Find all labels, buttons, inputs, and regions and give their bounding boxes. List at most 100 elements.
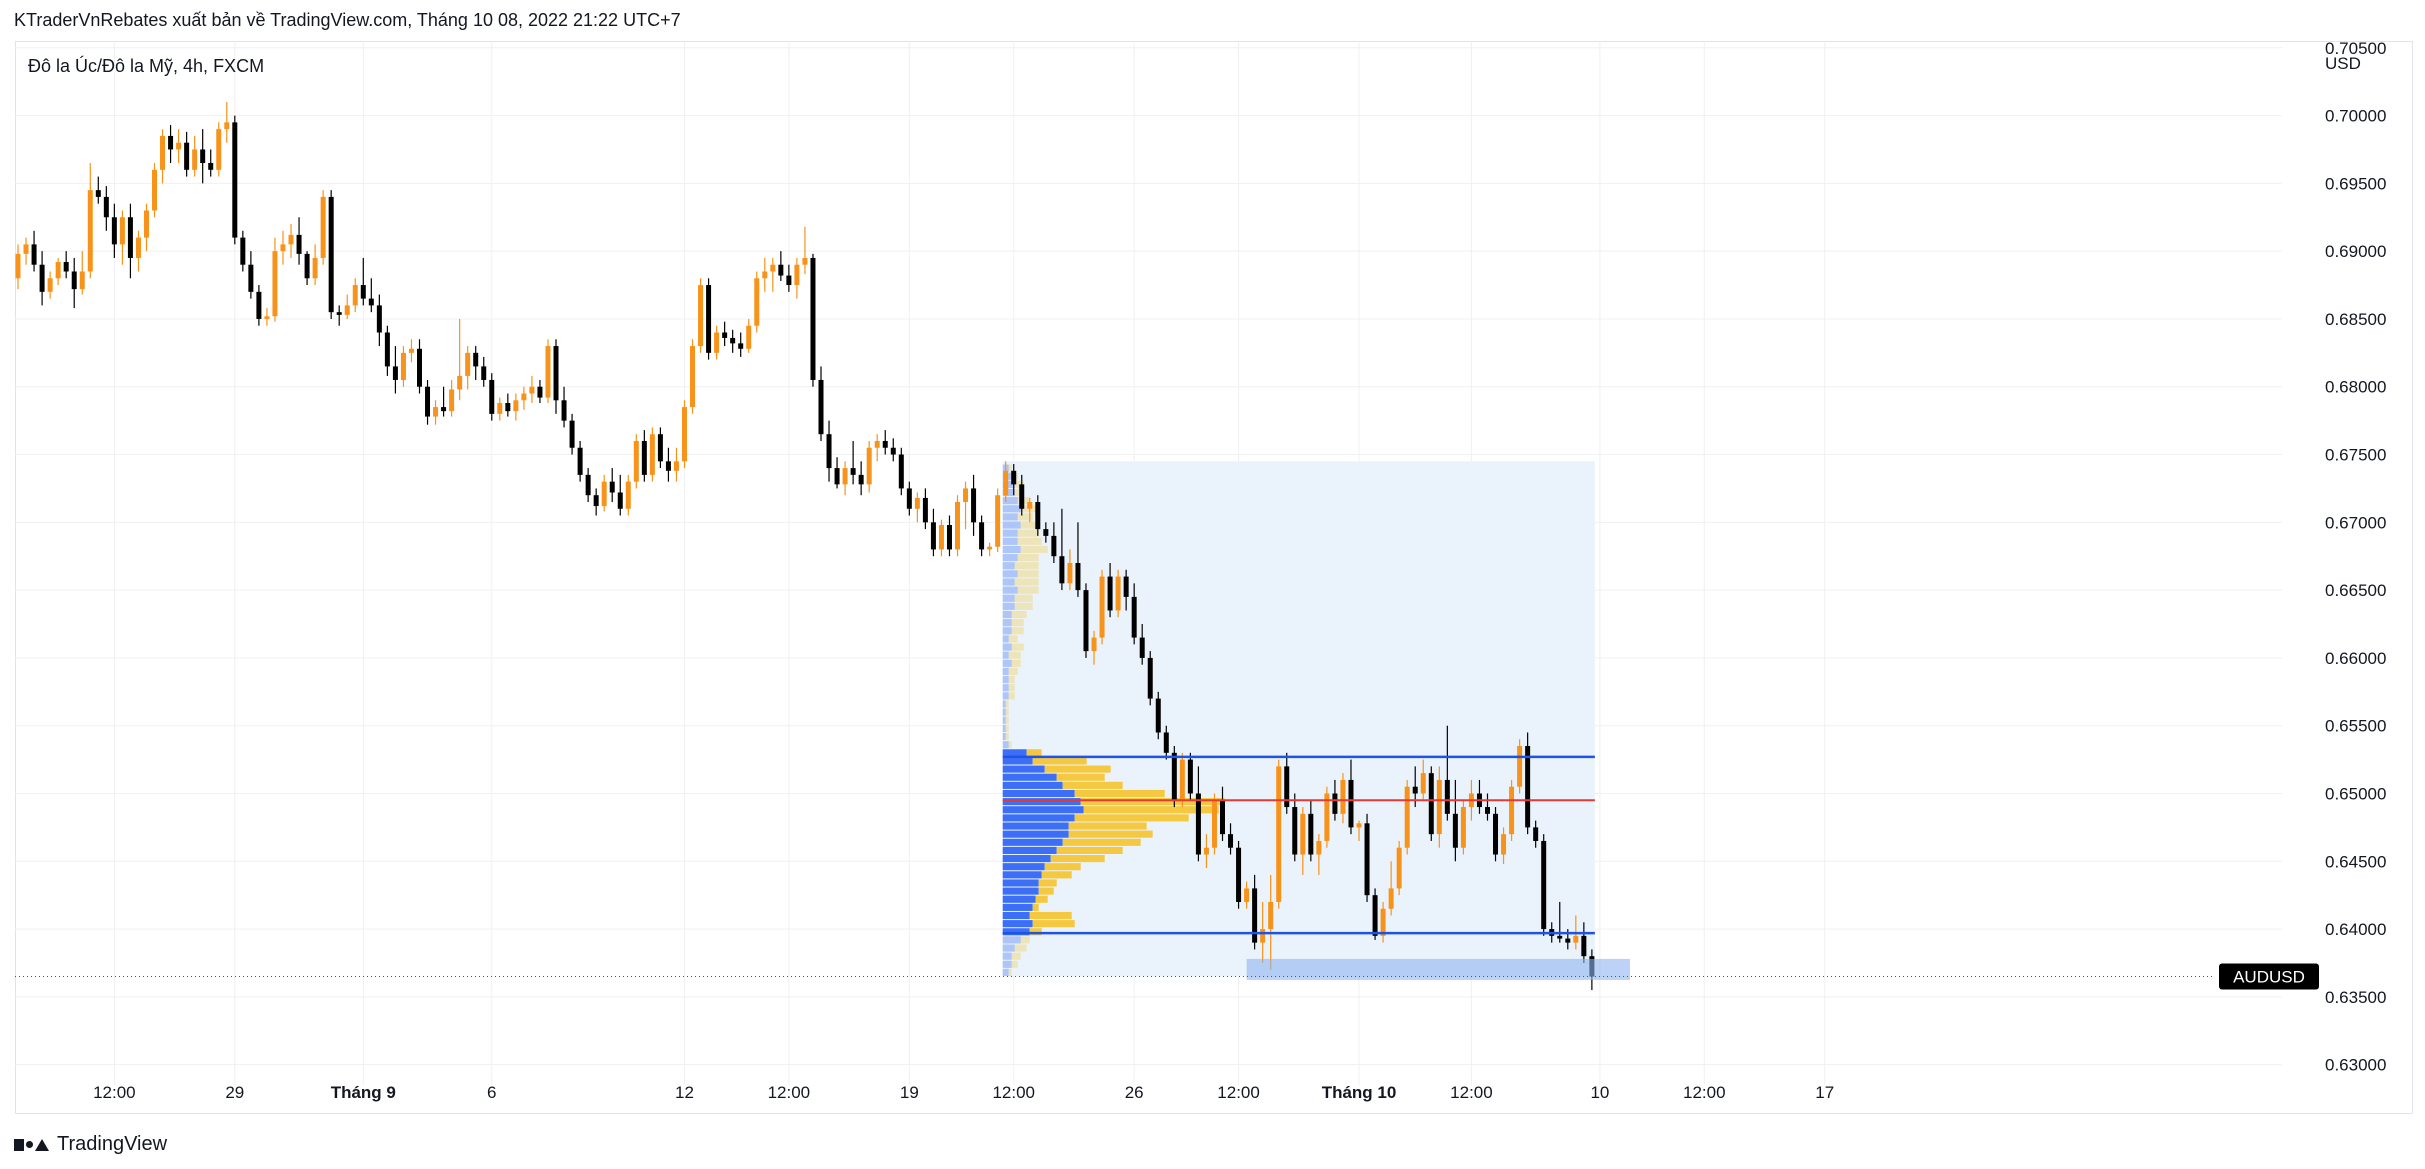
candle-body xyxy=(288,234,294,245)
vp-bar-up xyxy=(1038,879,1057,887)
candle-body xyxy=(304,253,310,279)
vp-bar-down xyxy=(1002,781,1063,789)
candle-body xyxy=(111,217,117,245)
candle-body xyxy=(641,440,647,475)
candle-body xyxy=(786,275,792,286)
candle-body xyxy=(665,461,671,471)
vp-bar-up xyxy=(1056,846,1123,855)
vp-bar-down xyxy=(1002,846,1057,855)
vp-bar-down xyxy=(1002,716,1006,724)
candle-body xyxy=(248,264,254,292)
candle-body xyxy=(730,337,736,344)
price-axis-label: 0.65500 xyxy=(2325,717,2386,736)
vp-bar-up xyxy=(1008,651,1021,659)
candle-body xyxy=(1236,847,1242,902)
candle-body xyxy=(256,291,262,319)
candle-body xyxy=(1581,935,1587,957)
candle-body xyxy=(87,190,93,272)
candle-body xyxy=(1220,800,1225,835)
vp-bar-down xyxy=(1002,594,1015,602)
candle-body xyxy=(946,525,952,550)
candle-body xyxy=(465,352,471,376)
candle-body xyxy=(135,237,141,258)
candle-body xyxy=(1043,529,1049,536)
vp-bar-up xyxy=(1041,871,1072,879)
candle-body xyxy=(1396,847,1402,889)
candle-body xyxy=(152,169,158,211)
candle-body xyxy=(1163,732,1169,753)
candle-body xyxy=(497,403,503,414)
support-zone xyxy=(1246,958,1630,980)
symbol-title[interactable]: Đô la Úc/Đô la Mỹ, 4h, FXCM xyxy=(28,55,264,76)
candle-body xyxy=(553,346,559,401)
candle-body xyxy=(1027,501,1033,509)
vp-bar-down xyxy=(1002,627,1012,635)
vp-bar-up xyxy=(1005,716,1009,724)
candle-body xyxy=(368,298,374,306)
candle-body xyxy=(850,468,856,475)
time-axis-label: 12:00 xyxy=(1450,1083,1493,1102)
candle-body xyxy=(1517,746,1523,787)
candle-body xyxy=(272,251,278,317)
vp-bar-up xyxy=(1011,659,1021,667)
vp-bar-up xyxy=(1026,749,1042,757)
candle-body xyxy=(15,253,21,279)
vp-bar-down xyxy=(1002,505,1021,513)
vp-bar-down xyxy=(1002,643,1012,651)
candle-body xyxy=(914,497,920,509)
candle-body xyxy=(336,312,342,315)
candle-body xyxy=(898,454,904,489)
candle-body xyxy=(433,407,439,417)
vp-bar-up xyxy=(1050,855,1105,863)
candle-body xyxy=(754,278,760,326)
candle-body xyxy=(192,149,198,170)
price-axis-label: 0.68000 xyxy=(2325,378,2386,397)
vp-bar-down xyxy=(1002,765,1045,773)
candle-body xyxy=(505,403,511,412)
candle-body xyxy=(320,196,326,258)
vp-bar-down xyxy=(1002,871,1042,879)
candle-body xyxy=(794,264,800,286)
candle-body xyxy=(1019,484,1025,509)
vp-bar-up xyxy=(1011,960,1018,968)
vp-bar-down xyxy=(1002,537,1018,545)
candle-body xyxy=(601,481,607,507)
candle-body xyxy=(457,375,463,390)
price-axis-label: 0.63500 xyxy=(2325,988,2386,1007)
vp-bar-up xyxy=(1074,814,1189,822)
time-axis-label: 26 xyxy=(1125,1083,1144,1102)
vp-bar-down xyxy=(1002,830,1069,838)
vp-bar-up xyxy=(1005,724,1009,732)
candle-body xyxy=(673,461,679,471)
vp-bar-down xyxy=(1002,798,1081,806)
candle-body xyxy=(71,271,77,290)
vp-bar-up xyxy=(1005,708,1009,716)
candle-body xyxy=(119,217,125,245)
candle-body xyxy=(127,217,133,258)
candle-body xyxy=(1059,556,1065,584)
candle-body xyxy=(1308,813,1314,855)
candle-body xyxy=(1436,779,1442,835)
candle-body xyxy=(352,285,358,306)
currency-label: USD xyxy=(2325,54,2361,73)
candle-body xyxy=(1115,576,1121,611)
candle-body xyxy=(1123,576,1129,597)
candle-body xyxy=(1284,766,1290,808)
vp-bar-down xyxy=(1002,911,1030,920)
candle-body xyxy=(810,257,816,380)
volume-profile-area xyxy=(1002,461,1595,977)
candle-body xyxy=(1557,935,1563,939)
vp-bar-up xyxy=(1020,545,1048,554)
vp-bar-down xyxy=(1002,879,1039,887)
vp-bar-down xyxy=(1002,757,1033,765)
vp-bar-up xyxy=(1032,920,1075,928)
time-axis-label: 29 xyxy=(225,1083,244,1102)
candle-body xyxy=(955,501,961,550)
candle-body xyxy=(408,348,414,353)
vp-bar-up xyxy=(1035,895,1048,903)
candle-body xyxy=(593,495,599,507)
vp-bar-down xyxy=(1002,610,1012,619)
price-axis-label: 0.64000 xyxy=(2325,920,2386,939)
candle-body xyxy=(706,285,712,353)
